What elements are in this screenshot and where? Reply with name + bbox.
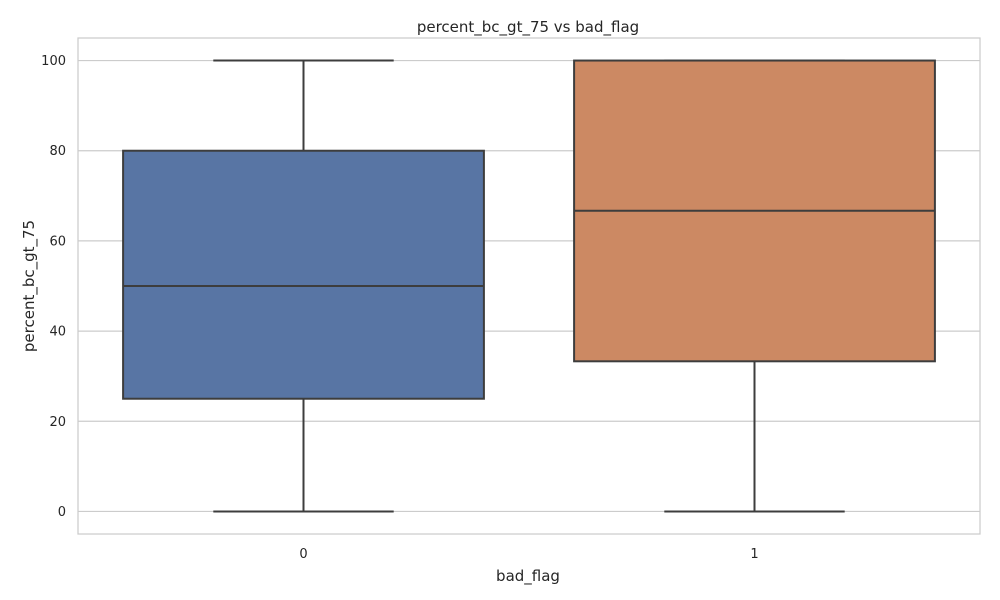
box-1 <box>573 59 936 513</box>
box-series <box>122 59 936 513</box>
chart-title: percent_bc_gt_75 vs bad_flag <box>417 18 639 37</box>
y-tick-label-0: 0 <box>58 505 66 520</box>
y-tick-label-60: 60 <box>49 234 66 249</box>
y-tick-label-20: 20 <box>49 415 66 430</box>
box-0 <box>122 59 485 513</box>
iqr-box-0 <box>122 149 485 400</box>
x-tick-label-0: 0 <box>299 547 307 562</box>
y-axis-label: percent_bc_gt_75 <box>20 220 39 352</box>
x-axis-label: bad_flag <box>496 567 560 586</box>
plot-frame <box>77 37 981 535</box>
y-tick-label-40: 40 <box>49 325 66 340</box>
y-tick-label-80: 80 <box>49 144 66 159</box>
x-tick-label-1: 1 <box>750 547 758 562</box>
y-tick-label-100: 100 <box>41 54 66 69</box>
y-tick-labels: 0 20 40 60 80 100 <box>41 54 66 520</box>
